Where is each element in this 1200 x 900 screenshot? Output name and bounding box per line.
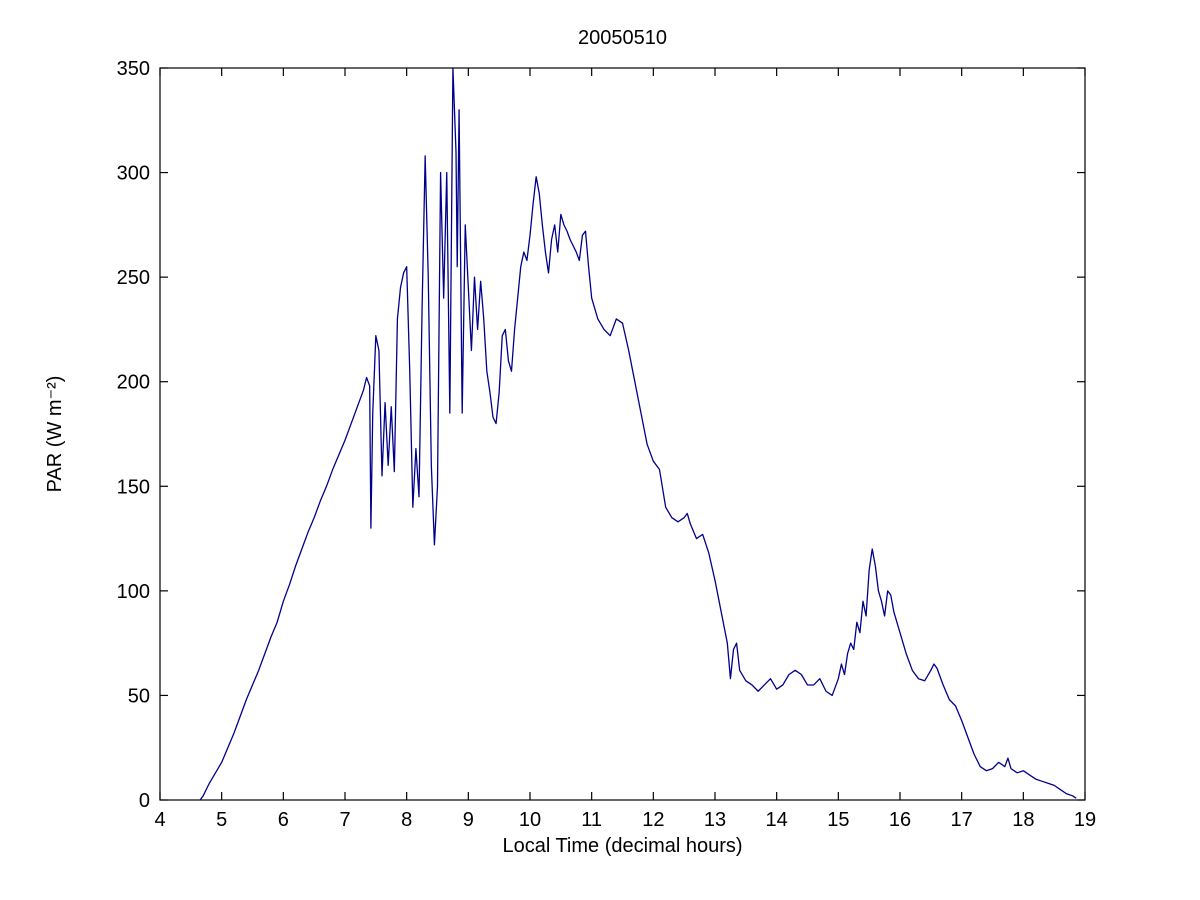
x-tick-label: 15 xyxy=(827,809,849,831)
y-tick-label: 350 xyxy=(117,58,150,80)
x-tick-label: 18 xyxy=(1012,809,1034,831)
x-tick-label: 11 xyxy=(581,809,602,831)
x-tick-label: 17 xyxy=(951,809,973,831)
x-tick-label: 9 xyxy=(463,809,474,831)
chart-title: 20050510 xyxy=(578,27,667,49)
x-tick-label: 7 xyxy=(339,809,350,831)
x-axis-label: Local Time (decimal hours) xyxy=(502,835,743,857)
axes-box xyxy=(159,67,1086,801)
y-tick-label: 250 xyxy=(117,267,150,289)
y-tick-label: 100 xyxy=(117,581,150,603)
x-tick-label: 6 xyxy=(278,809,289,831)
y-tick-label: 150 xyxy=(117,476,150,498)
x-tick-label: 8 xyxy=(401,809,412,831)
y-tick-label: 200 xyxy=(117,372,150,394)
x-tick-label: 5 xyxy=(216,809,227,831)
x-tick-label: 13 xyxy=(704,809,726,831)
y-tick-label: 0 xyxy=(139,790,150,812)
x-tick-label: 16 xyxy=(889,809,911,831)
x-tick-label: 4 xyxy=(154,809,165,831)
y-tick-label: 300 xyxy=(117,163,150,185)
data-line xyxy=(199,67,1077,801)
x-tick-label: 10 xyxy=(519,809,541,831)
y-tick-label: 50 xyxy=(128,685,150,707)
x-tick-label: 19 xyxy=(1074,809,1096,831)
x-tick-label: 12 xyxy=(642,809,664,831)
x-tick-label: 14 xyxy=(766,809,788,831)
